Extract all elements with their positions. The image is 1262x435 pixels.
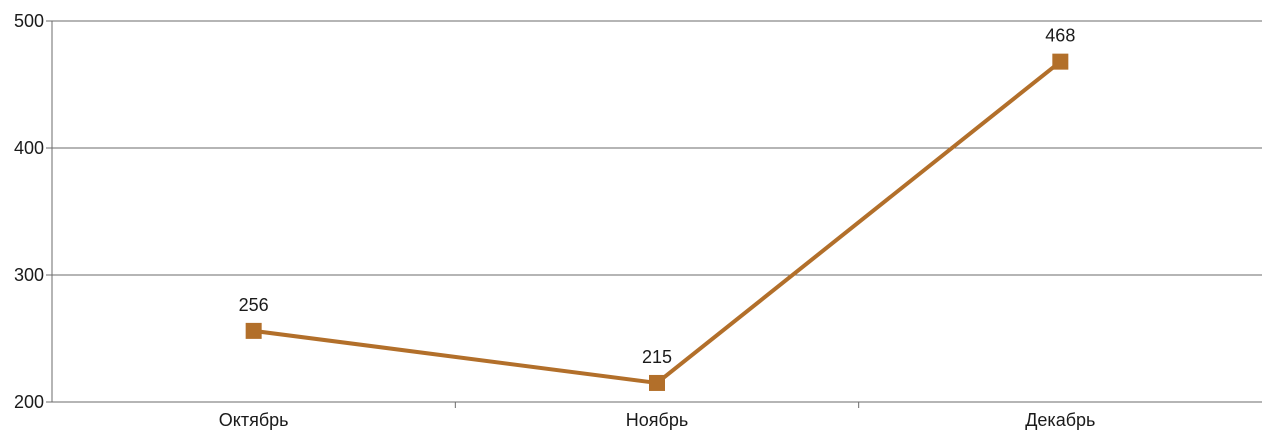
y-tick-label: 500 (14, 11, 44, 31)
data-label: 256 (239, 295, 269, 315)
data-label: 468 (1045, 26, 1075, 46)
data-point-marker (245, 322, 262, 339)
y-tick-label: 300 (14, 265, 44, 285)
gridlines (52, 20, 1262, 403)
data-point-marker (649, 374, 665, 391)
data-labels: 256 215 468 (239, 26, 1076, 367)
axes: 200 300 400 500 Октябрь Ноябрь Декабрь (14, 11, 1095, 430)
x-tick-label: Октябрь (219, 410, 289, 430)
data-label: 215 (642, 347, 672, 367)
data-point-marker (1052, 53, 1069, 70)
y-tick-label: 400 (14, 138, 44, 158)
series (245, 53, 1069, 391)
y-tick-label: 200 (14, 392, 44, 412)
series-line (253, 60, 1062, 385)
x-tick-label: Ноябрь (626, 410, 688, 430)
x-tick-label: Декабрь (1025, 410, 1095, 430)
